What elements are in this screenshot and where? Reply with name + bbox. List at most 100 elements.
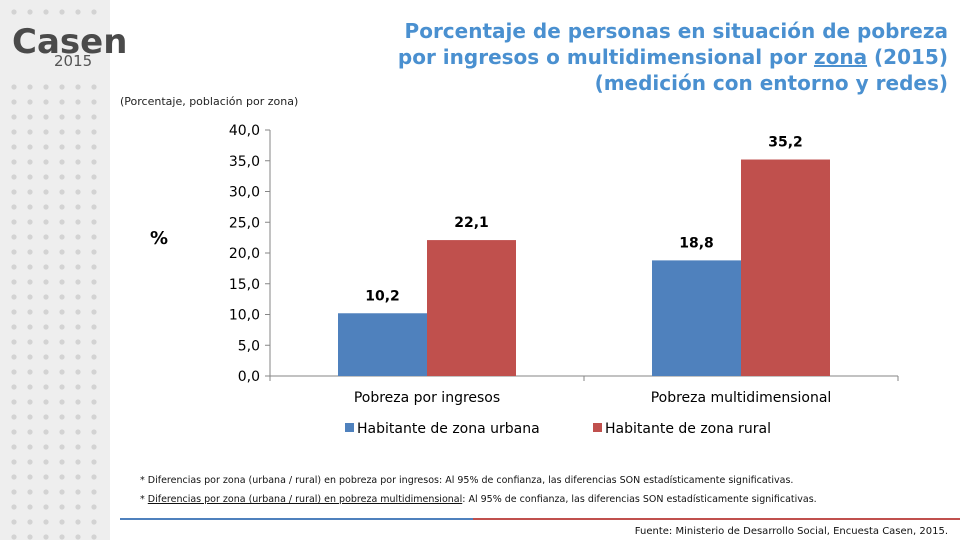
decor-dot — [75, 459, 81, 465]
decor-dot — [43, 384, 49, 390]
decor-dot — [27, 99, 33, 105]
decor-dot — [27, 369, 33, 375]
decor-dot — [27, 84, 33, 90]
decor-dot — [27, 294, 33, 300]
decor-dot — [75, 249, 81, 255]
decor-dot — [91, 204, 97, 210]
decor-dot — [91, 399, 97, 405]
decor-dot — [59, 294, 65, 300]
chart-subtitle: (Porcentaje, población por zona) — [120, 95, 299, 108]
decor-dot — [59, 504, 65, 510]
title-line-2-end: (2015) — [867, 45, 948, 69]
decor-dot — [59, 144, 65, 150]
y-tick-label: 15,0 — [229, 277, 260, 293]
decor-dot — [75, 84, 81, 90]
note-multidimensional: * Diferencias por zona (urbana / rural) … — [140, 494, 817, 505]
decor-dot — [43, 204, 49, 210]
title-line-2-start: por ingresos o multidimensional por — [397, 45, 814, 69]
data-label: 10,2 — [365, 288, 400, 304]
decor-dot — [11, 354, 17, 360]
title-zona-underlined: zona — [813, 45, 868, 69]
decor-dot — [43, 114, 49, 120]
decor-dot — [27, 174, 33, 180]
decor-dot — [91, 189, 97, 195]
decor-dot — [91, 159, 97, 165]
decor-dot — [11, 249, 17, 255]
x-tick-label: Pobreza multidimensional — [651, 390, 832, 406]
decor-dot — [91, 99, 97, 105]
decor-dot — [91, 504, 97, 510]
decor-dot — [91, 519, 97, 525]
decor-dot — [43, 129, 49, 135]
decor-dot — [75, 474, 81, 480]
decor-dot — [75, 414, 81, 420]
decor-dot — [75, 159, 81, 165]
decor-dot — [91, 429, 97, 435]
legend-label: Habitante de zona rural — [605, 421, 771, 437]
decor-dot — [75, 369, 81, 375]
decor-dot — [91, 444, 97, 450]
decor-dot — [59, 174, 65, 180]
decor-dot — [43, 294, 49, 300]
decor-dot — [75, 129, 81, 135]
title-line-3: (medición con entorno y redes) — [594, 71, 948, 95]
decor-dot — [91, 294, 97, 300]
decor-dot — [11, 84, 17, 90]
y-tick-label: 35,0 — [229, 154, 260, 170]
decor-dot — [59, 234, 65, 240]
y-tick-label: 5,0 — [238, 338, 260, 354]
decor-dot — [43, 9, 49, 15]
decor-dot — [75, 264, 81, 270]
decor-dot — [43, 519, 49, 525]
decor-dot — [11, 489, 17, 495]
logo-wordmark: Casen — [12, 22, 128, 62]
decor-dot — [27, 324, 33, 330]
decor-dot — [91, 249, 97, 255]
decor-dot — [91, 129, 97, 135]
decor-dot — [43, 144, 49, 150]
decor-dot — [11, 504, 17, 510]
decor-dot — [91, 534, 97, 540]
decor-dot — [11, 519, 17, 525]
decor-dot — [27, 189, 33, 195]
logo-year: 2015 — [54, 52, 93, 70]
decor-dot — [75, 384, 81, 390]
y-tick-label: 0,0 — [238, 369, 260, 385]
decor-dot — [11, 99, 17, 105]
decor-dot — [59, 279, 65, 285]
decor-dot — [11, 534, 17, 540]
decor-dot — [11, 414, 17, 420]
decor-dot — [91, 354, 97, 360]
decor-dot — [11, 219, 17, 225]
decor-dot — [11, 129, 17, 135]
bar-urbana — [338, 313, 427, 376]
y-tick-label: 20,0 — [229, 246, 260, 262]
decor-dot — [11, 279, 17, 285]
decor-dot — [11, 174, 17, 180]
note-ingresos: * Diferencias por zona (urbana / rural) … — [140, 475, 794, 486]
decor-dot — [75, 399, 81, 405]
sidebar-panel: Casen 2015 — [0, 0, 127, 540]
decor-dot — [27, 219, 33, 225]
decor-dot — [59, 354, 65, 360]
decor-dot — [43, 369, 49, 375]
decor-dot — [59, 84, 65, 90]
decor-dot — [43, 174, 49, 180]
decor-dot — [11, 309, 17, 315]
decor-dot — [11, 264, 17, 270]
decor-dot — [75, 294, 81, 300]
decor-dot — [91, 309, 97, 315]
decor-dot — [75, 444, 81, 450]
bar-chart: 0,0 5,0 10,0 15,0 20,0 25,0 30,0 35,0 40,0 Pobrez… — [229, 123, 899, 437]
decor-dot — [43, 354, 49, 360]
decor-dot — [59, 99, 65, 105]
decor-dot — [59, 489, 65, 495]
decor-dot — [43, 99, 49, 105]
decor-dot — [11, 159, 17, 165]
decor-dot — [27, 249, 33, 255]
decor-dot — [27, 309, 33, 315]
decor-dot — [59, 9, 65, 15]
decor-dot — [59, 339, 65, 345]
decor-dot — [27, 354, 33, 360]
decor-dot — [11, 339, 17, 345]
